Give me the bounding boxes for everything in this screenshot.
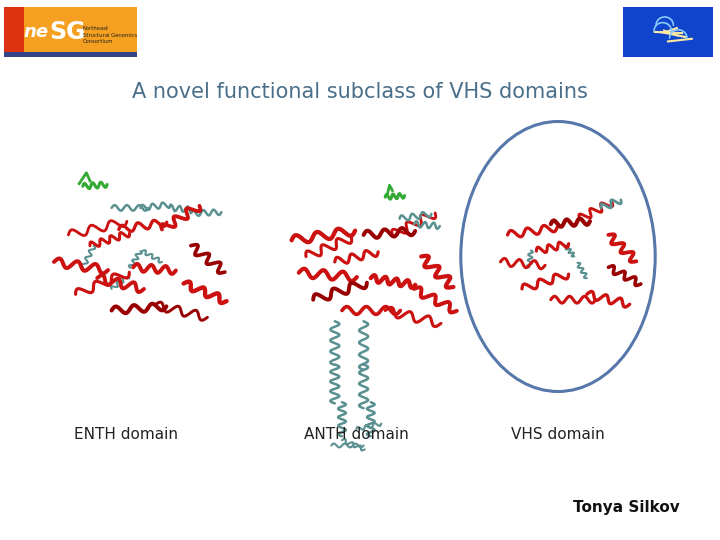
Text: ne: ne xyxy=(24,23,49,41)
FancyBboxPatch shape xyxy=(4,7,24,57)
Text: A novel functional subclass of VHS domains: A novel functional subclass of VHS domai… xyxy=(132,82,588,102)
Text: ANTH domain: ANTH domain xyxy=(304,427,409,442)
Text: Northeast
Structural Genomics
Consortium: Northeast Structural Genomics Consortium xyxy=(83,26,137,44)
Text: ENTH domain: ENTH domain xyxy=(74,427,178,442)
FancyBboxPatch shape xyxy=(623,7,713,57)
FancyBboxPatch shape xyxy=(4,7,137,57)
Text: VHS domain: VHS domain xyxy=(511,427,605,442)
Text: SG: SG xyxy=(49,20,86,44)
Text: Tonya Silkov: Tonya Silkov xyxy=(573,500,680,515)
FancyBboxPatch shape xyxy=(4,52,137,57)
